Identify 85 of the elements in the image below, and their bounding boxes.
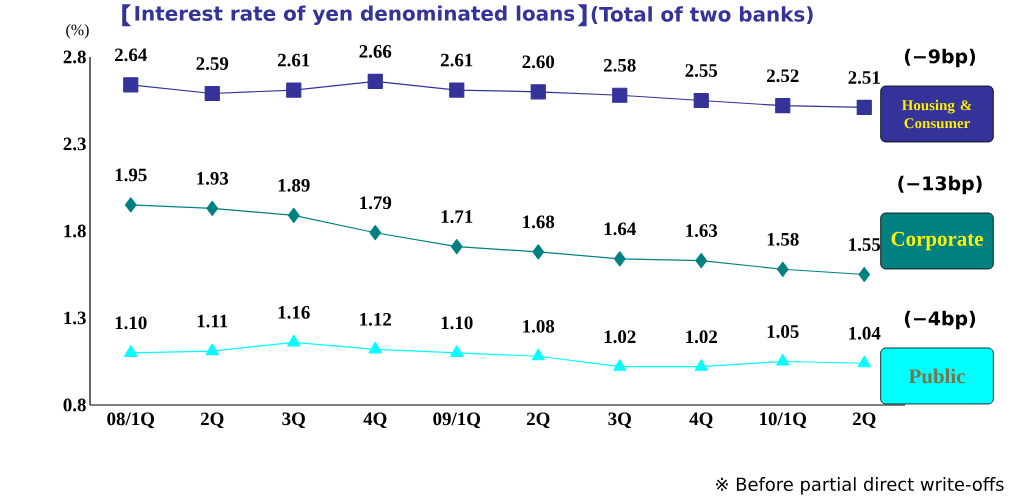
point: [286, 82, 302, 98]
data-label: 1.68: [523, 215, 555, 229]
data-label: 2.64: [114, 48, 147, 62]
y-tick-label: 1.8: [64, 224, 86, 238]
data-label: 2.58: [603, 58, 636, 72]
y-tick-label: 2.8: [63, 50, 86, 64]
data-label: 1.64: [604, 222, 636, 236]
point: [775, 98, 791, 114]
text: ※ Before partial direct write-offs: [716, 477, 1004, 495]
annotation: (−4bp): [904, 310, 976, 330]
point: [450, 345, 464, 357]
y-axis-title: (%): [66, 24, 89, 39]
data-label: 1.02: [686, 330, 717, 344]
data-label: 2.60: [522, 55, 555, 69]
y-tick-label: 0.8: [63, 398, 86, 412]
point: [204, 85, 220, 102]
x-tick-label: 2Q: [526, 412, 550, 429]
point: [287, 334, 301, 347]
point: [695, 252, 708, 269]
x-tick-label: 4Q: [689, 412, 713, 429]
point: [368, 341, 382, 354]
data-label: 1.58: [767, 232, 799, 246]
data-label: 1.89: [278, 178, 310, 192]
data-label: 2.61: [440, 53, 473, 67]
x-tick-label: 3Q: [608, 412, 632, 429]
point: [123, 77, 139, 93]
x-tick-label: 3Q: [282, 412, 306, 429]
point: [205, 343, 219, 356]
text: Housing & Consumer: [901, 99, 972, 129]
data-label: 2.52: [766, 69, 799, 83]
data-label: 1.79: [360, 196, 392, 210]
point: [450, 239, 463, 255]
data-label: 1.10: [441, 316, 473, 330]
data-label: 1.63: [686, 224, 718, 238]
y-tick-label: 1.3: [64, 311, 86, 325]
point: [856, 99, 872, 116]
point: [369, 225, 382, 241]
point: [532, 244, 545, 260]
data-label: 1.08: [523, 319, 555, 333]
x-tick-label: 2Q: [852, 412, 876, 429]
point: [124, 197, 137, 213]
data-label: 1.95: [115, 168, 147, 182]
data-label: 1.71: [441, 210, 473, 224]
x-tick-label: 2Q: [200, 412, 224, 429]
point: [287, 207, 300, 223]
point: [206, 200, 219, 216]
data-label: 1.04: [849, 326, 881, 340]
annotation: (−13bp): [898, 175, 982, 195]
point: [857, 355, 871, 368]
data-label: 1.93: [197, 172, 229, 185]
x-tick-label: 08/1Q: [107, 412, 155, 429]
point: [530, 84, 546, 100]
x-tick-label: 09/1Q: [433, 412, 481, 429]
data-label: 2.51: [848, 71, 880, 84]
data-label: 2.59: [196, 57, 229, 70]
point: [776, 261, 789, 277]
data-label: 2.61: [277, 53, 310, 67]
point: [693, 92, 709, 109]
chart-title: Interest rate of yen denominated loans: [135, 5, 575, 25]
annotation: (−9bp): [904, 48, 976, 68]
data-label: 1.10: [115, 316, 147, 330]
data-label: 1.16: [278, 306, 310, 319]
chart-subtitle: (Total of two banks): [591, 6, 813, 25]
series-label: Public: [908, 368, 965, 384]
y-tick-label: 2.3: [63, 137, 86, 151]
point: [367, 73, 383, 89]
data-label: 1.12: [360, 312, 391, 326]
point: [612, 87, 628, 103]
point: [613, 251, 626, 267]
data-label: 1.55: [849, 238, 881, 251]
point: [124, 345, 138, 357]
point: [449, 82, 465, 98]
data-label: 2.55: [685, 64, 718, 77]
point: [776, 353, 790, 366]
data-label: 2.66: [359, 45, 392, 58]
x-tick-label: 10/1Q: [760, 412, 807, 429]
x-tick-label: 4Q: [363, 412, 387, 429]
series-label: Corporate: [891, 231, 983, 251]
point: [613, 359, 627, 371]
point: [858, 266, 871, 283]
data-label: 1.02: [604, 330, 636, 344]
data-label: 1.11: [197, 314, 228, 328]
point: [531, 348, 545, 361]
point: [694, 359, 708, 371]
data-label: 1.05: [767, 325, 799, 338]
